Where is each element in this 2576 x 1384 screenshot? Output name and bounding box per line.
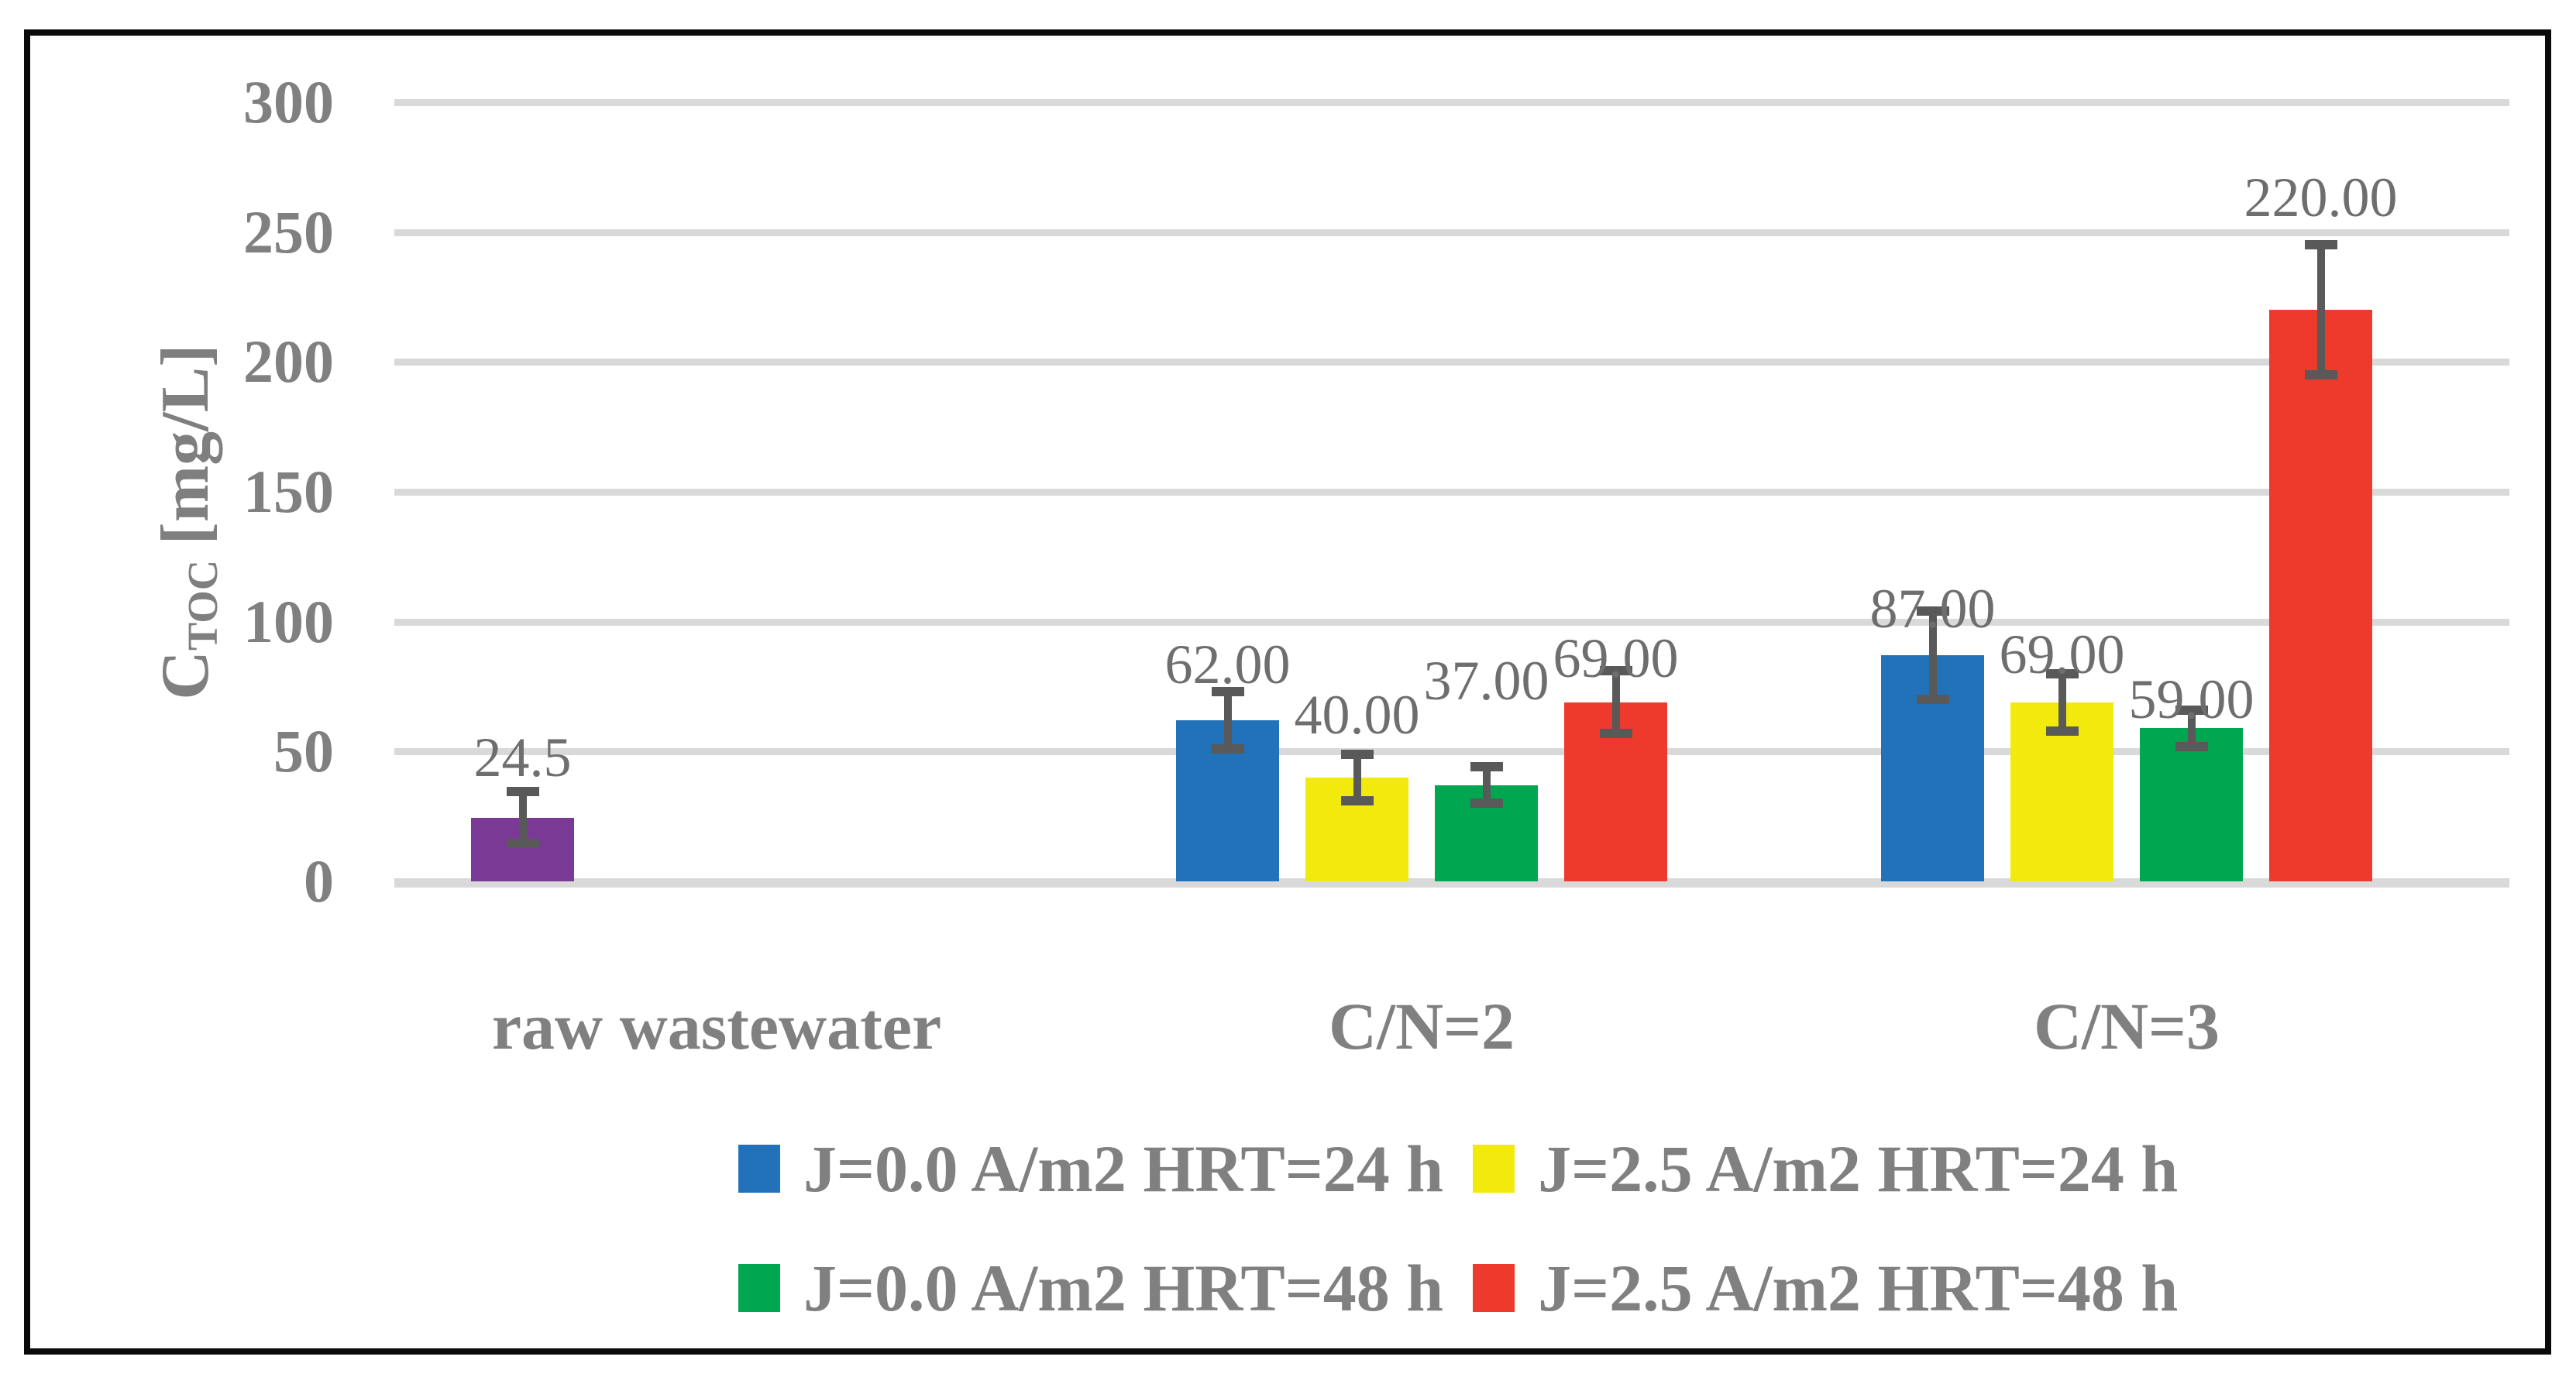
error-bar-stem [2187, 709, 2196, 747]
error-bar-stem [1928, 611, 1937, 700]
error-bar-cap-bottom [506, 839, 539, 849]
error-bar-cap-top [1916, 606, 1949, 616]
category-label: C/N=3 [2033, 989, 2220, 1063]
data-label: 40.00 [1294, 683, 1420, 746]
data-label: 62.00 [1164, 634, 1291, 696]
y-axis-tick-labels: 0 50 100 150 200 250 300 [30, 36, 2545, 1348]
error-bar-cap-bottom [1599, 728, 1632, 738]
error-bar-stem [1482, 767, 1491, 804]
error-bar-stem [1353, 754, 1361, 802]
error-bars-layer [30, 36, 2545, 1348]
gridline [394, 748, 2509, 756]
legend-item: J=0.0 A/m2 HRT=48 h [738, 1254, 1443, 1322]
y-tick-label: 300 [243, 68, 334, 136]
data-label: 59.00 [2128, 668, 2254, 730]
x-axis-labels: raw wastewater C/N=2 C/N=3 [30, 36, 2545, 1348]
error-bar-cap-top [2304, 240, 2337, 250]
error-bar-cap-top [2045, 668, 2079, 678]
legend: J=0.0 A/m2 HRT=24 h J=2.5 A/m2 HRT=24 h J=… [738, 1135, 2207, 1380]
gridline [394, 489, 2509, 496]
data-label: 69.00 [1553, 627, 1679, 690]
gridline [394, 228, 2509, 236]
y-tick-label: 50 [273, 717, 334, 785]
error-bar-cap-top [1211, 687, 1244, 697]
data-label: 69.00 [1999, 623, 2125, 685]
legend-item: J=2.5 A/m2 HRT=24 h [1473, 1135, 2178, 1203]
legend-swatch [738, 1145, 780, 1193]
error-bar-cap-top [2175, 705, 2208, 715]
data-label: 220.00 [2244, 167, 2398, 229]
legend-item: J=0.0 A/m2 HRT=24 h [738, 1135, 1443, 1203]
data-label: 37.00 [1423, 650, 1549, 713]
error-bar-cap-bottom [1916, 695, 1949, 705]
legend-label: J=2.5 A/m2 HRT=24 h [1538, 1132, 2179, 1206]
y-tick-label: 200 [243, 328, 334, 396]
legend-label: J=0.0 A/m2 HRT=24 h [803, 1132, 1444, 1206]
y-tick-label: 100 [243, 587, 334, 655]
legend-row: J=0.0 A/m2 HRT=24 h J=2.5 A/m2 HRT=24 h [738, 1135, 2207, 1203]
y-tick-label: 0 [304, 847, 334, 915]
data-labels-layer: 24.5 62.00 40.00 37.00 69.00 87.00 69.00 59.00 2… [30, 36, 2545, 1348]
chart-frame: 0 50 100 150 200 250 300 CTOC[mg/L] 24.5 62.00 4… [24, 29, 2551, 1355]
legend-item: J=2.5 A/m2 HRT=48 h [1473, 1254, 2178, 1322]
error-bar-cap-top [1340, 749, 1374, 759]
error-bar-stem [2316, 245, 2325, 376]
legend-row: J=0.0 A/m2 HRT=48 h J=2.5 A/m2 HRT=48 h [738, 1254, 2207, 1322]
data-label: 87.00 [1869, 578, 1996, 640]
category-label: C/N=2 [1328, 989, 1515, 1063]
error-bar-stem [1223, 692, 1232, 749]
data-label: 24.5 [473, 726, 572, 789]
error-bar-cap-top [1470, 762, 1503, 772]
error-bar-cap-bottom [1211, 744, 1244, 754]
error-bar-cap-bottom [1470, 798, 1503, 809]
legend-swatch [738, 1264, 780, 1312]
bar [2269, 310, 2372, 881]
error-bar-cap-bottom [1340, 796, 1374, 806]
error-bar-stem [2058, 673, 2066, 731]
error-bar-stem [518, 792, 527, 844]
error-bar-cap-bottom [2045, 726, 2079, 736]
bar [2140, 728, 2243, 881]
legend-swatch [1473, 1264, 1515, 1312]
legend-label: J=2.5 A/m2 HRT=48 h [1538, 1251, 2179, 1325]
error-bar-cap-top [1599, 666, 1632, 676]
error-bar-cap-bottom [2175, 741, 2208, 751]
gridline [394, 99, 2509, 106]
error-bar-cap-bottom [2304, 370, 2337, 380]
gridline [394, 618, 2509, 626]
legend-label: J=0.0 A/m2 HRT=48 h [803, 1251, 1444, 1325]
category-label: raw wastewater [491, 989, 942, 1063]
gridline [394, 359, 2509, 366]
y-tick-label: 150 [243, 458, 334, 525]
legend-swatch [1473, 1145, 1515, 1193]
y-tick-label: 250 [243, 197, 334, 266]
error-bar-stem [1611, 671, 1620, 733]
error-bar-cap-top [506, 787, 539, 797]
